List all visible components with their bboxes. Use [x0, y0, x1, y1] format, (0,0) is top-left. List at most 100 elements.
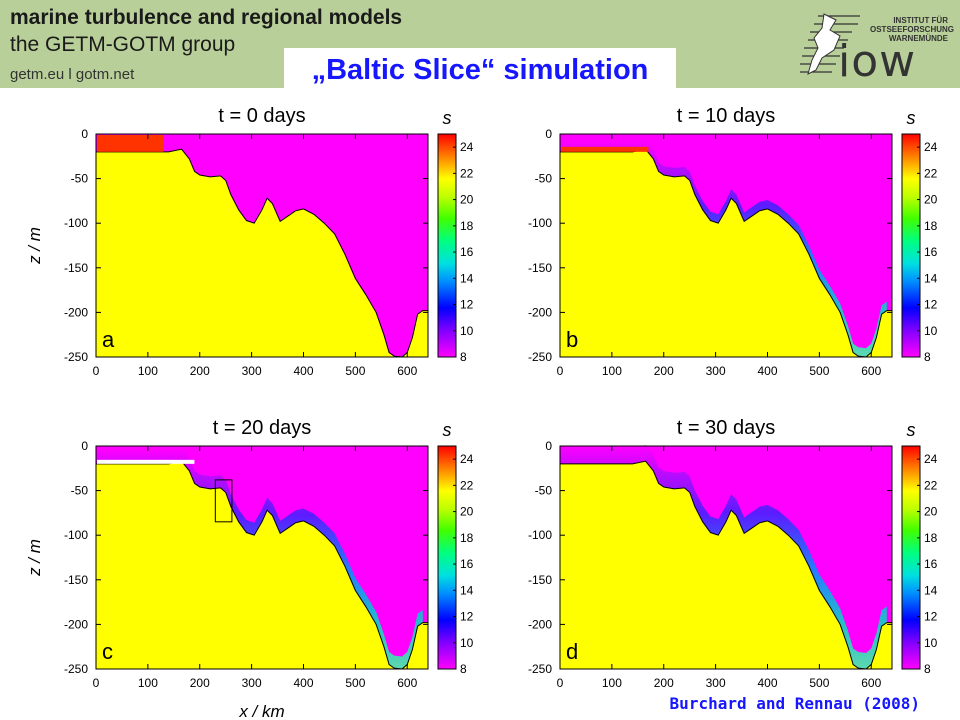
y-tick-label: -250 — [64, 350, 88, 364]
y-tick-label: -50 — [71, 484, 89, 498]
panel-title: t = 30 days — [677, 417, 775, 439]
x-tick-label: 0 — [93, 676, 100, 690]
seabed-topography — [559, 148, 893, 358]
colorbar-tick-label: 14 — [460, 583, 474, 597]
x-tick-label: 0 — [93, 364, 100, 378]
colorbar-tick-label: 22 — [460, 478, 474, 492]
colorbar-label: s — [907, 108, 916, 128]
colorbar-tick-label: 10 — [924, 636, 938, 650]
colorbar-tick-label: 8 — [460, 662, 467, 676]
plot-frame — [95, 133, 429, 358]
panel-title: t = 0 days — [218, 105, 305, 127]
colorbar — [437, 445, 457, 670]
panel-letter: a — [102, 327, 115, 352]
colorbar-label: s — [443, 420, 452, 440]
y-tick-label: -50 — [535, 484, 553, 498]
zoom-box — [214, 479, 233, 523]
panel-title: t = 10 days — [677, 105, 775, 127]
colorbar-tick-label: 22 — [924, 166, 938, 180]
plot-frame — [559, 133, 893, 358]
colorbar-tick-label: 10 — [460, 636, 474, 650]
x-tick-label: 400 — [293, 676, 313, 690]
x-tick-label: 600 — [861, 676, 881, 690]
colorbar-tick-label: 18 — [460, 219, 474, 233]
panel-letter: c — [102, 639, 113, 664]
y-tick-label: 0 — [81, 127, 88, 141]
x-tick-label: 300 — [706, 676, 726, 690]
colorbar — [437, 133, 457, 358]
x-tick-label: 200 — [654, 364, 674, 378]
x-axis-label: x / km — [238, 702, 284, 720]
colorbar-tick-label: 8 — [924, 662, 931, 676]
seabed-topography — [95, 148, 429, 358]
x-tick-label: 600 — [397, 364, 417, 378]
y-tick-label: -250 — [528, 350, 552, 364]
colorbar-tick-label: 18 — [460, 531, 474, 545]
panel-title: t = 20 days — [213, 417, 311, 439]
colorbar-tick-label: 16 — [460, 245, 474, 259]
iow-wordmark: iow — [838, 36, 917, 87]
plot-frame — [559, 445, 893, 670]
x-tick-label: 500 — [809, 364, 829, 378]
x-tick-label: 600 — [397, 676, 417, 690]
x-tick-label: 300 — [706, 364, 726, 378]
x-tick-label: 500 — [345, 364, 365, 378]
y-tick-label: -200 — [64, 617, 88, 631]
y-tick-label: -250 — [64, 662, 88, 676]
x-tick-label: 100 — [138, 676, 158, 690]
inflow-pool — [97, 459, 195, 464]
colorbar-tick-label: 16 — [924, 557, 938, 571]
group-title: marine turbulence and regional models — [10, 6, 403, 29]
x-tick-label: 500 — [809, 676, 829, 690]
y-tick-label: 0 — [81, 439, 88, 453]
x-tick-label: 400 — [293, 364, 313, 378]
colorbar-tick-label: 22 — [460, 166, 474, 180]
seabed-topography — [559, 460, 893, 670]
inflow-pool — [561, 146, 649, 152]
colorbar-tick-label: 12 — [924, 610, 938, 624]
x-tick-label: 400 — [757, 364, 777, 378]
y-tick-label: -250 — [528, 662, 552, 676]
colorbar-tick-label: 10 — [460, 324, 474, 338]
panel-letter: b — [566, 327, 578, 352]
citation: Burchard and Rennau (2008) — [669, 694, 920, 713]
y-axis-label: z / m — [25, 539, 44, 577]
colorbar-tick-label: 10 — [924, 324, 938, 338]
y-tick-label: -150 — [528, 573, 552, 587]
colorbar-tick-label: 16 — [924, 245, 938, 259]
panel-letter: d — [566, 639, 578, 664]
colorbar-label: s — [907, 420, 916, 440]
colorbar-tick-label: 24 — [924, 140, 938, 154]
colorbar-tick-label: 18 — [924, 219, 938, 233]
y-tick-label: -50 — [71, 172, 89, 186]
y-tick-label: -150 — [64, 573, 88, 587]
colorbar-tick-label: 20 — [924, 193, 938, 207]
colorbar-tick-label: 12 — [460, 610, 474, 624]
colorbar-tick-label: 24 — [460, 452, 474, 466]
x-tick-label: 400 — [757, 676, 777, 690]
slide-title: „Baltic Slice“ simulation — [284, 48, 676, 92]
x-tick-label: 200 — [190, 676, 210, 690]
colorbar-tick-label: 20 — [460, 193, 474, 207]
y-tick-label: -100 — [528, 528, 552, 542]
colorbar-tick-label: 8 — [924, 350, 931, 364]
y-tick-label: -100 — [528, 216, 552, 230]
colorbar-tick-label: 14 — [924, 271, 938, 285]
colorbar-tick-label: 14 — [460, 271, 474, 285]
colorbar-tick-label: 20 — [924, 505, 938, 519]
x-tick-label: 200 — [190, 364, 210, 378]
colorbar-tick-label: 8 — [460, 350, 467, 364]
institute-name: INSTITUT FÜR OSTSEEFORSCHUNG WARNEMÜNDE — [870, 16, 955, 43]
colorbar-label: s — [443, 108, 452, 128]
y-tick-label: -50 — [535, 172, 553, 186]
y-tick-label: -150 — [528, 261, 552, 275]
colorbar-tick-label: 12 — [924, 298, 938, 312]
seabed-topography — [95, 460, 429, 670]
colorbar — [901, 133, 921, 358]
y-tick-label: -100 — [64, 216, 88, 230]
y-tick-label: -200 — [528, 617, 552, 631]
colorbar-tick-label: 24 — [460, 140, 474, 154]
